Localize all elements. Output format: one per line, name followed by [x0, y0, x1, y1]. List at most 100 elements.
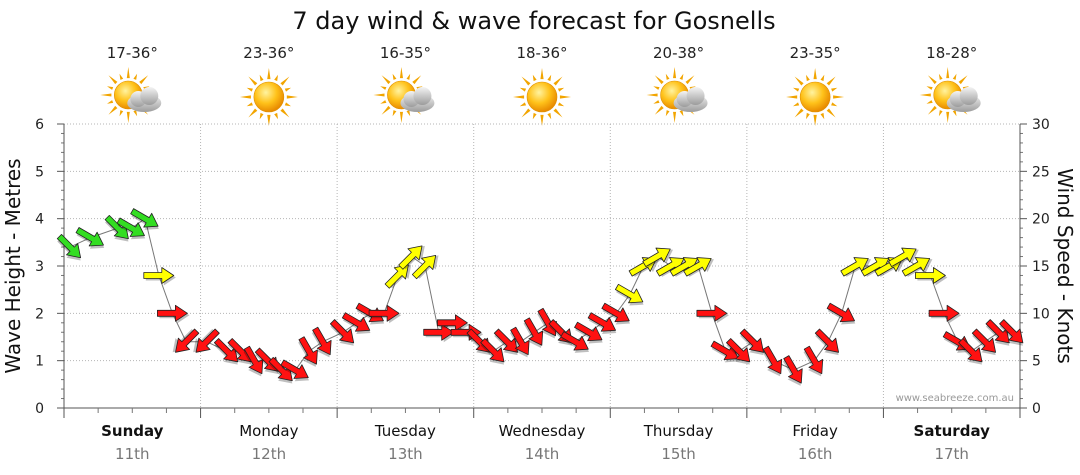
sun-disc	[526, 81, 558, 113]
wind-arrow	[56, 233, 82, 261]
sun-ray	[284, 102, 291, 107]
sun-ray	[126, 67, 130, 79]
wind-arrow-shape	[726, 338, 751, 363]
cloud-part	[140, 87, 159, 105]
sun-ray	[284, 87, 291, 92]
sun-ray	[399, 111, 403, 123]
sunny-icon	[239, 68, 298, 126]
wind-arrow-shape	[436, 314, 468, 332]
sun-ray	[786, 95, 798, 99]
wind-arrow-shape	[268, 356, 293, 382]
wind-arrow	[710, 340, 740, 363]
temperature-range-label: 20-38°	[653, 44, 704, 62]
wind-arrow	[130, 208, 159, 230]
sun-ray	[248, 108, 258, 118]
wind-arrow-shape	[560, 331, 589, 351]
y-axis-label-left: Wave Height - Metres	[1, 158, 25, 373]
wind-arrow	[411, 254, 439, 280]
day-date-label: 13th	[388, 445, 422, 463]
wind-arrow	[329, 319, 355, 346]
wind-arrow	[116, 217, 146, 240]
day-date-label: 14th	[525, 445, 559, 463]
wind-arrow	[971, 328, 997, 356]
y-tick-label-right: 25	[1032, 164, 1050, 180]
temperature-range-label: 16-35°	[380, 44, 431, 62]
wind-arrow-shape	[384, 264, 409, 289]
wind-series	[56, 208, 1024, 386]
sun-ray	[653, 86, 660, 90]
wind-arrow-shape	[213, 338, 239, 363]
sun-ray	[826, 108, 836, 118]
sun-ray	[673, 67, 677, 79]
wind-arrow	[104, 214, 129, 242]
sun-ray	[381, 105, 391, 115]
day-name-label: Wednesday	[499, 422, 586, 440]
sun-ray	[927, 75, 937, 85]
day-name-label: Saturday	[914, 422, 991, 440]
wind-arrow-shape	[423, 323, 455, 341]
wind-arrow-shape	[298, 336, 318, 365]
wind-arrow-shape	[803, 345, 824, 375]
sun-ray	[794, 76, 804, 86]
day-name-label: Monday	[239, 422, 298, 440]
wind-arrow-shape	[411, 254, 437, 280]
sun-ray	[646, 93, 658, 97]
wind-arrow	[493, 328, 519, 356]
wind-arrow	[368, 304, 402, 324]
sun-ray	[820, 74, 825, 82]
y-tick-label-left: 5	[35, 164, 44, 180]
sun-ray	[820, 112, 825, 120]
sun-ray	[108, 75, 118, 85]
cloud-shape	[400, 87, 435, 112]
sun-ray	[259, 74, 264, 82]
wind-arrow-shape	[888, 247, 917, 267]
sun-ray	[831, 87, 838, 92]
partly-cloudy-icon	[646, 67, 708, 123]
wind-arrow-shape	[814, 328, 840, 353]
y-tick-label-right: 5	[1032, 354, 1041, 370]
wind-arrow-shape	[985, 319, 1010, 344]
sun-ray	[274, 74, 278, 82]
sun-ray	[654, 105, 664, 115]
sun-ray	[381, 75, 391, 85]
sun-ray	[280, 76, 290, 86]
y-tick-label-left: 6	[35, 117, 44, 133]
wind-arrow-shape	[958, 338, 983, 363]
partly-cloudy-icon	[373, 67, 435, 123]
wind-arrow-shape	[642, 247, 671, 267]
y-tick-label-right: 20	[1032, 212, 1050, 228]
wind-arrow	[601, 302, 631, 325]
wind-arrow	[587, 312, 617, 334]
sun-ray	[952, 73, 957, 80]
sun-ray	[267, 68, 271, 80]
y-tick-label-right: 0	[1032, 401, 1041, 417]
wind-arrow	[683, 257, 714, 277]
partly-cloudy-icon	[919, 67, 981, 123]
temperature-range-label: 18-36°	[516, 44, 567, 62]
wind-arrow-shape	[523, 317, 544, 346]
cloud-shape	[946, 87, 981, 112]
daily-weather-row: 17-36° 23-36° 16-35° 18-36° 20-38° 23-35° 18-2…	[100, 44, 981, 126]
sun-ray	[553, 76, 563, 86]
sun-ray	[392, 73, 397, 80]
sun-ray	[406, 73, 411, 80]
sun-ray	[139, 75, 149, 85]
sun-ray	[412, 75, 422, 85]
sun-ray	[938, 110, 943, 117]
sun-ray	[107, 86, 114, 90]
sun-ray	[392, 110, 397, 117]
wind-arrow-shape	[601, 302, 630, 323]
wind-arrow-shape	[783, 355, 803, 384]
wind-arrow-shape	[493, 328, 519, 353]
wind-arrow-shape	[739, 328, 764, 353]
sun-ray	[673, 111, 677, 123]
sun-ray	[540, 114, 544, 126]
wind-arrow-shape	[329, 319, 355, 344]
sun-ray	[513, 95, 525, 99]
temperature-range-label: 23-35°	[790, 44, 841, 62]
sun-ray	[286, 95, 298, 99]
day-name-label: Thursday	[643, 422, 714, 440]
sun-ray	[958, 75, 968, 85]
wind-arrow-shape	[840, 257, 869, 277]
